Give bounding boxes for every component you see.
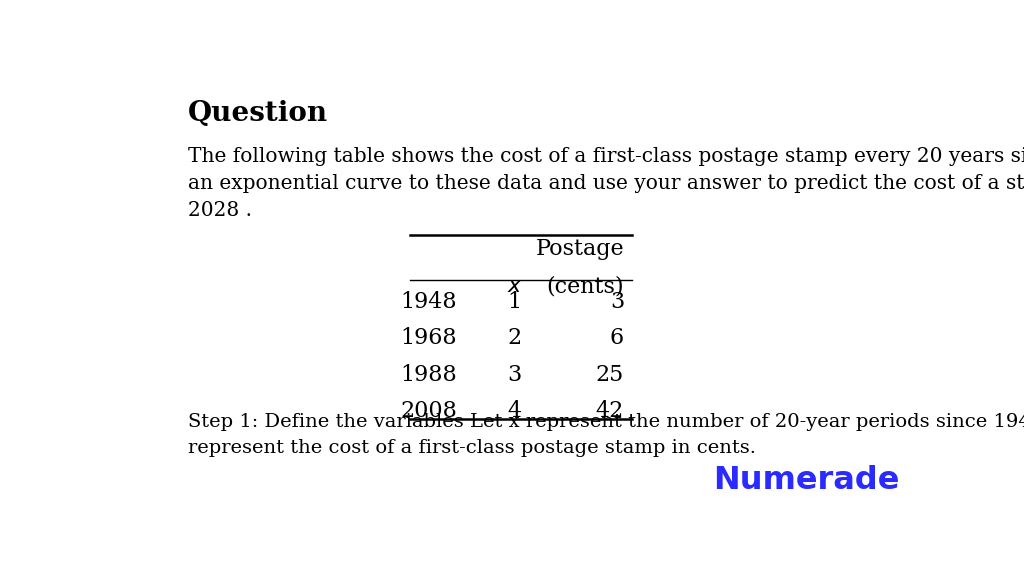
Text: 2: 2 bbox=[508, 327, 521, 349]
Text: $x$: $x$ bbox=[507, 275, 522, 297]
Text: 3: 3 bbox=[609, 291, 624, 313]
Text: 25: 25 bbox=[596, 363, 624, 385]
Text: 1968: 1968 bbox=[400, 327, 458, 349]
Text: 6: 6 bbox=[610, 327, 624, 349]
Text: The following table shows the cost of a first-class postage stamp every 20 years: The following table shows the cost of a … bbox=[187, 147, 1024, 220]
Text: 1: 1 bbox=[508, 291, 521, 313]
Text: Step 1: Define the variables Let x represent the number of 20-year periods since: Step 1: Define the variables Let x repre… bbox=[187, 413, 1024, 457]
Text: 3: 3 bbox=[507, 363, 521, 385]
Text: Postage: Postage bbox=[536, 238, 624, 260]
Text: 42: 42 bbox=[596, 400, 624, 422]
Text: 1948: 1948 bbox=[400, 291, 458, 313]
Text: 2008: 2008 bbox=[400, 400, 458, 422]
Text: (cents): (cents) bbox=[547, 275, 624, 297]
Text: 4: 4 bbox=[508, 400, 521, 422]
Text: Question: Question bbox=[187, 100, 328, 127]
Text: Numerade: Numerade bbox=[713, 465, 899, 496]
Text: 1988: 1988 bbox=[400, 363, 458, 385]
